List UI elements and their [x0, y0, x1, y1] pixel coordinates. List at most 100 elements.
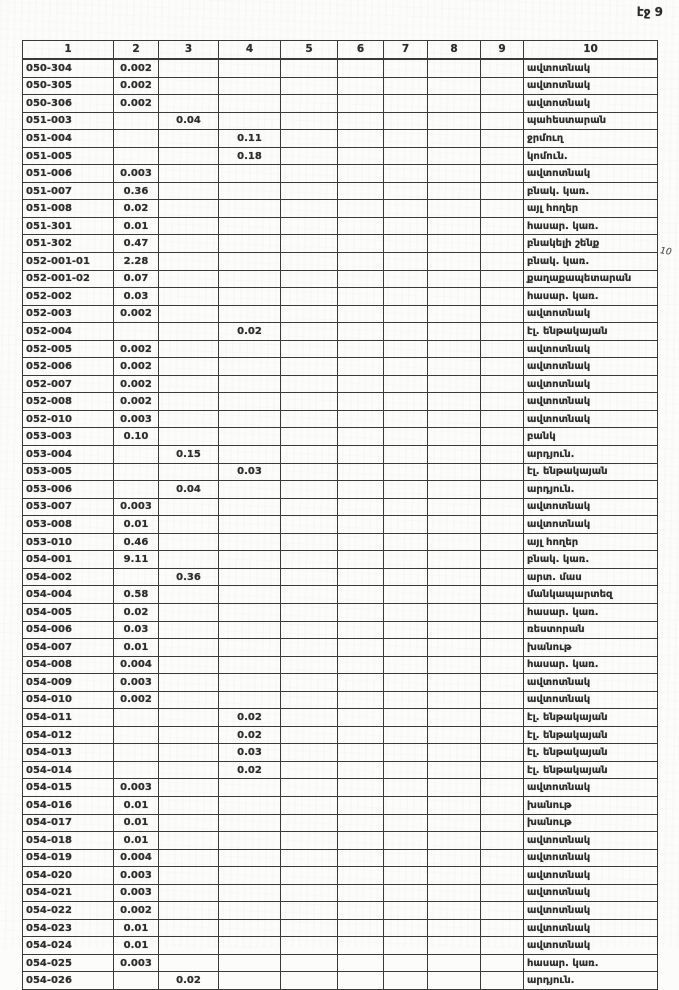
value-cell: [158, 708, 219, 727]
land-use-cell: ավտոտնակ: [523, 866, 658, 885]
value-cell: [337, 550, 384, 569]
value-cell: [383, 743, 428, 762]
value-cell: [480, 778, 524, 797]
value-cell: 0.01: [113, 813, 159, 833]
value-cell: [218, 357, 281, 376]
value-cell: 0.36: [158, 567, 219, 587]
land-use-cell: այլ հողեր: [523, 199, 658, 218]
value-cell: [480, 813, 524, 833]
land-use-cell: արդյուն.: [523, 445, 658, 464]
value-cell: [427, 655, 481, 675]
value-cell: [158, 795, 219, 815]
table-row: 054-018 0.01 ավտոտնակ: [22, 831, 658, 850]
value-cell: [218, 480, 281, 499]
table-row: 054-020 0.003 ավտոտնակ: [22, 866, 658, 885]
value-cell: [427, 708, 481, 727]
value-cell: [480, 866, 524, 885]
land-use-cell: մանկապարտեզ: [523, 585, 658, 604]
value-cell: [218, 234, 281, 254]
parcel-code-cell: 054-001: [22, 550, 114, 569]
value-cell: [427, 234, 481, 254]
value-cell: [113, 129, 159, 148]
value-cell: [280, 550, 338, 569]
table-row: 053-005 0.03 էլ. ենթակայան: [22, 462, 658, 482]
value-cell: [337, 480, 384, 499]
value-cell: [280, 708, 338, 727]
parcel-code-cell: 053-008: [22, 515, 114, 534]
value-cell: [158, 357, 219, 376]
value-cell: [337, 638, 384, 657]
value-cell: [158, 427, 219, 447]
land-use-cell: ավտոտնակ: [523, 673, 658, 692]
value-cell: [383, 638, 428, 657]
parcel-code-cell: 054-025: [22, 953, 114, 973]
value-cell: [480, 901, 524, 920]
value-cell: [337, 673, 384, 692]
table-row: 052-004 0.02 էլ. ենթակայան: [22, 322, 658, 341]
table-row: 051-008 0.02 այլ հողեր: [22, 199, 658, 218]
value-cell: 0.03: [218, 743, 281, 762]
value-cell: [383, 532, 428, 552]
value-cell: [280, 181, 338, 201]
value-cell: [337, 883, 384, 903]
table-row: 053-010 0.46 այլ հողեր: [22, 532, 658, 552]
value-cell: [337, 936, 384, 955]
value-cell: [158, 585, 219, 604]
value-cell: [337, 445, 384, 464]
value-cell: [383, 708, 428, 727]
value-cell: [427, 918, 481, 938]
land-use-cell: ավտոտնակ: [523, 76, 658, 96]
value-cell: [280, 304, 338, 324]
value-cell: [383, 497, 428, 517]
parcel-code-cell: 052-006: [22, 357, 114, 376]
page-number-label: էջ 9: [636, 5, 663, 19]
value-cell: [280, 322, 338, 341]
value-cell: [218, 831, 281, 850]
value-cell: [280, 953, 338, 973]
value-cell: 0.03: [218, 462, 281, 482]
parcel-code-cell: 050-305: [22, 76, 114, 96]
value-cell: [383, 94, 428, 113]
value-cell: [427, 673, 481, 692]
land-use-cell: արտ. մաս: [523, 567, 658, 587]
value-cell: [218, 445, 281, 464]
table-row: 051-003 0.04 պահեստարան: [22, 111, 658, 131]
parcel-code-cell: 054-014: [22, 760, 114, 780]
value-cell: [113, 480, 159, 499]
value-cell: 0.002: [113, 58, 159, 78]
value-cell: [218, 971, 281, 990]
land-use-cell: ավտոտնակ: [523, 848, 658, 868]
value-cell: 0.58: [113, 585, 159, 604]
land-use-cell: բնակ. կառ.: [523, 252, 658, 271]
value-cell: [158, 725, 219, 745]
value-cell: [427, 813, 481, 833]
value-cell: [280, 392, 338, 411]
value-cell: [158, 181, 219, 201]
table-row: 052-008 0.002 ավտոտնակ: [22, 392, 658, 411]
value-cell: [383, 848, 428, 868]
land-use-cell: ավտոտնակ: [523, 392, 658, 411]
value-cell: [383, 287, 428, 306]
value-cell: [158, 918, 219, 938]
value-cell: [427, 725, 481, 745]
value-cell: [383, 216, 428, 236]
value-cell: [427, 392, 481, 411]
value-cell: [480, 708, 524, 727]
table-row: 052-010 0.003 ավտոտնակ: [22, 409, 658, 429]
value-cell: [427, 462, 481, 482]
land-use-cell: հասար. կառ.: [523, 287, 658, 306]
value-cell: [158, 831, 219, 850]
value-cell: [158, 778, 219, 797]
value-cell: [158, 532, 219, 552]
table-row: 054-009 0.003 ավտոտնակ: [22, 673, 658, 692]
value-cell: [158, 58, 219, 78]
value-cell: [427, 866, 481, 885]
value-cell: [218, 883, 281, 903]
value-cell: 0.04: [158, 111, 219, 131]
value-cell: [427, 322, 481, 341]
value-cell: [480, 94, 524, 113]
value-cell: [218, 76, 281, 96]
value-cell: [337, 392, 384, 411]
land-use-cell: բնակելի շենք: [523, 234, 658, 254]
parcel-code-cell: 054-012: [22, 725, 114, 745]
